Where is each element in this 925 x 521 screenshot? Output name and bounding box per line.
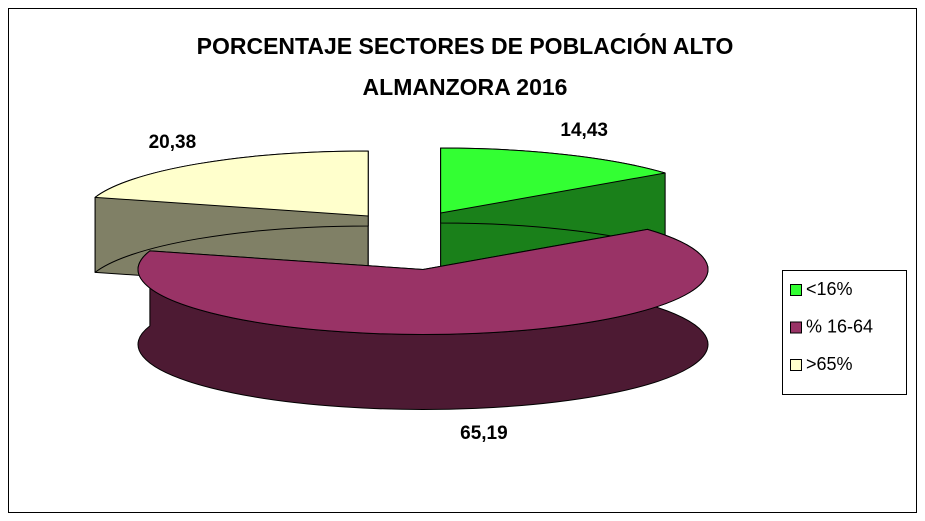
legend-label: >65% (806, 354, 853, 374)
data-label: 20,38 (149, 132, 197, 153)
data-label: 65,19 (460, 423, 508, 444)
legend-box (782, 270, 907, 395)
legend-swatch (790, 359, 802, 371)
legend-swatch (790, 321, 802, 334)
legend-swatch (790, 284, 802, 296)
chart-title: PORCENTAJE SECTORES DE POBLACIÓN ALTO AL… (196, 33, 734, 100)
legend-label: <16% (806, 279, 853, 299)
slice (94, 150, 369, 217)
slice (137, 228, 709, 335)
legend-label: % 16-64 (806, 316, 873, 336)
slice (440, 147, 666, 214)
data-label: 14,43 (560, 120, 608, 141)
